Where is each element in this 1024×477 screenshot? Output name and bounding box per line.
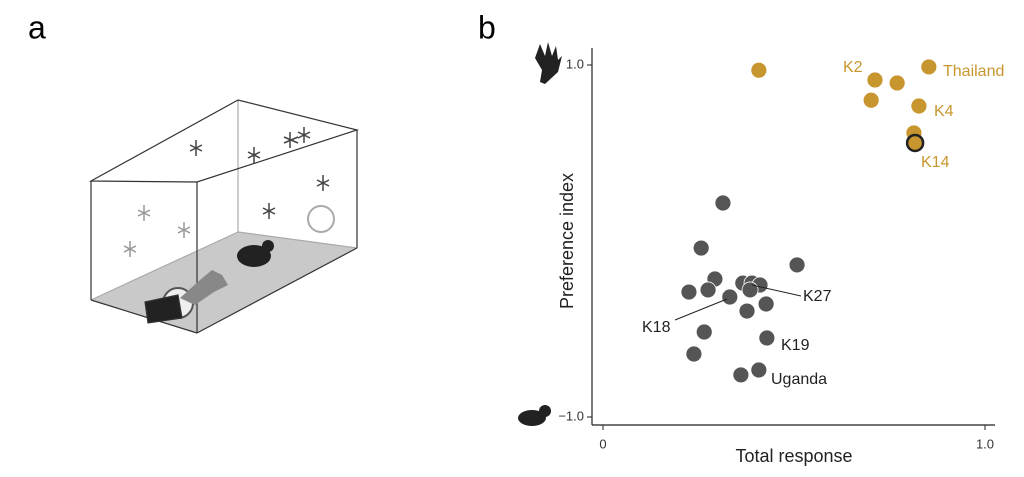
x-axis-label: Total response: [735, 446, 852, 466]
data-point: [920, 58, 938, 76]
x-tick-label: 1.0: [976, 436, 994, 451]
guinea-pig-icon: [518, 405, 551, 426]
y-tick-label: 1.0: [566, 56, 584, 71]
leader-line: [751, 284, 802, 297]
data-point: [750, 61, 768, 79]
annotation: K14: [921, 154, 950, 171]
annotation: K4: [934, 103, 954, 120]
data-point: [699, 281, 717, 299]
data-point: [732, 366, 750, 384]
data-point: [692, 239, 710, 257]
annotation: Thailand: [943, 63, 1004, 80]
hand-icon: [535, 42, 562, 84]
annotation: K2: [843, 59, 863, 76]
data-point: [788, 256, 806, 274]
annotation: K18: [642, 319, 671, 336]
cage-illustration: [88, 99, 360, 334]
data-point: [680, 283, 698, 301]
data-point: [910, 97, 928, 115]
plot-area: −1.0 1.0 0 1.0 K2 Thailand K4 K14 K27 K18 K19 Ugand…: [558, 48, 1004, 451]
data-point: [695, 323, 713, 341]
annotation: K27: [803, 288, 832, 305]
data-point: [866, 71, 884, 89]
data-point: [685, 345, 703, 363]
data-point: [905, 133, 925, 153]
data-point: [888, 74, 906, 92]
data-point: [741, 281, 759, 299]
y-axis-label: Preference index: [557, 173, 577, 309]
y-tick-label: −1.0: [558, 408, 584, 423]
data-point: [750, 361, 768, 379]
data-point: [714, 194, 732, 212]
panel-label: a: [28, 9, 46, 45]
data-point: [757, 295, 775, 313]
annotation: K19: [781, 337, 810, 354]
x-tick-label: 0: [599, 436, 606, 451]
data-point: [758, 329, 776, 347]
data-point: [738, 302, 756, 320]
panel-label: b: [478, 9, 496, 45]
leader-line: [674, 298, 728, 321]
data-point: [721, 288, 739, 306]
data-point: [862, 91, 880, 109]
annotation: Uganda: [771, 371, 827, 388]
